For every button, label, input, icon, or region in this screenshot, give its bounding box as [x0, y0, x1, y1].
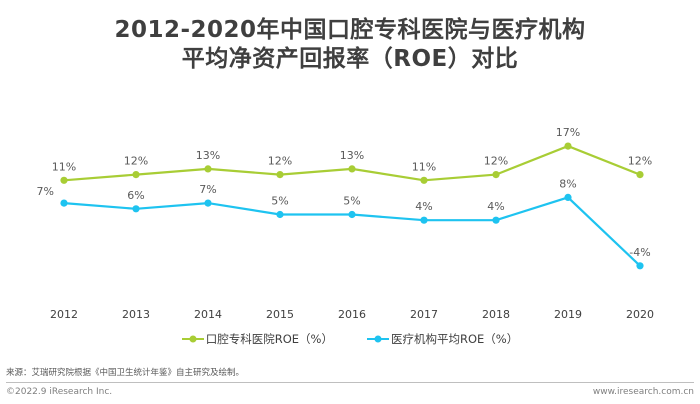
data-label: 4%	[487, 200, 504, 213]
data-point	[492, 171, 500, 179]
data-label: 12%	[124, 155, 148, 168]
data-point	[564, 193, 572, 201]
legend-item-dental: 口腔专科医院ROE（%）	[181, 331, 333, 347]
data-point	[564, 142, 572, 150]
data-point	[60, 176, 68, 184]
legend-label-dental: 口腔专科医院ROE（%）	[205, 332, 333, 346]
chart-title-line1: 2012-2020年中国口腔专科医院与医疗机构	[114, 17, 586, 43]
x-tick-label: 2018	[482, 308, 510, 321]
data-point	[204, 199, 212, 207]
footer-divider	[6, 382, 694, 383]
data-point	[276, 210, 284, 219]
data-label: 5%	[271, 195, 288, 208]
data-point	[132, 205, 140, 213]
data-label: 12%	[484, 155, 508, 168]
line-chart: 2012 2013 2014 2015 2016 2017 2018 2019 2020 11% 1…	[37, 126, 654, 321]
data-label: 11%	[52, 160, 76, 173]
data-point	[348, 165, 356, 173]
copyright: ©2022.9 iResearch Inc.	[6, 387, 113, 397]
data-label: 11%	[412, 160, 436, 173]
data-label: 8%	[559, 177, 576, 190]
legend-label-average: 医疗机构平均ROE（%）	[391, 332, 519, 346]
source-note: 来源：艾瑞研究院根据《中国卫生统计年鉴》自主研究及绘制。	[6, 368, 245, 378]
data-label: 12%	[268, 155, 292, 168]
legend-marker-average	[367, 335, 389, 343]
data-point	[492, 216, 500, 224]
data-label: 7%	[37, 185, 54, 198]
data-label: 5%	[343, 195, 360, 208]
data-point	[636, 171, 644, 179]
data-point	[204, 165, 212, 173]
data-label: 13%	[196, 149, 220, 162]
data-point	[420, 216, 428, 224]
x-tick-label: 2015	[266, 308, 294, 321]
x-tick-label: 2019	[554, 308, 582, 321]
legend: 口腔专科医院ROE（%） 医疗机构平均ROE（%）	[0, 331, 700, 347]
x-tick-label: 2017	[410, 308, 438, 321]
data-point	[636, 262, 644, 270]
legend-item-average: 医疗机构平均ROE（%）	[367, 331, 518, 347]
data-point	[420, 176, 428, 184]
x-tick-label: 2012	[50, 308, 78, 321]
series-line-1	[63, 196, 641, 267]
data-label: -4%	[629, 246, 650, 259]
data-label: 7%	[199, 183, 216, 196]
website: www.iresearch.com.cn	[592, 387, 694, 397]
chart-title-line2: 平均净资产回报率（ROE）对比	[181, 46, 519, 72]
data-point	[132, 171, 140, 179]
data-label: 17%	[556, 126, 580, 139]
data-label: 6%	[127, 189, 144, 202]
legend-marker-dental	[181, 335, 204, 343]
x-tick-label: 2013	[122, 308, 150, 321]
data-label: 12%	[628, 155, 652, 168]
data-point	[60, 199, 68, 207]
x-tick-label: 2020	[626, 308, 654, 321]
x-tick-label: 2016	[338, 308, 366, 321]
data-point	[348, 210, 356, 219]
data-point	[276, 171, 284, 179]
x-tick-label: 2014	[194, 308, 222, 321]
data-label: 4%	[415, 200, 432, 213]
data-label: 13%	[340, 149, 364, 162]
